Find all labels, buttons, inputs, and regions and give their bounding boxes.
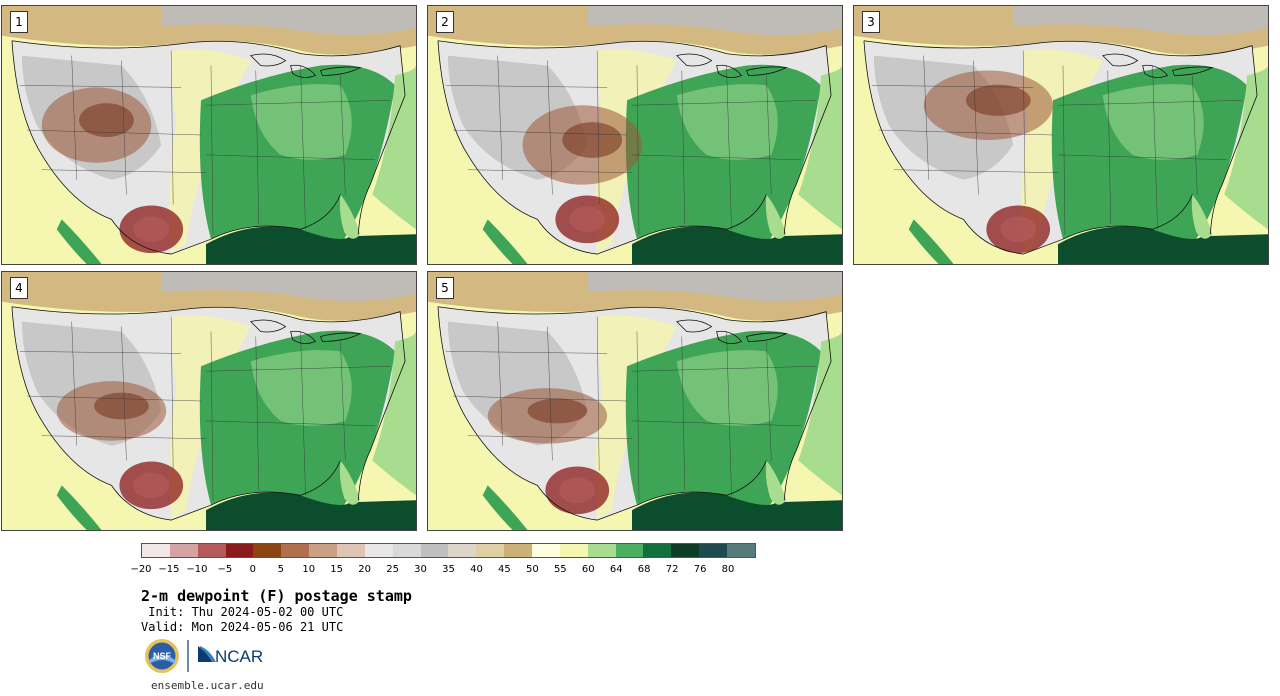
colorbar-tick-1: −15	[158, 564, 180, 575]
stamp-panel-5[interactable]: 5	[427, 271, 843, 531]
colorbar-swatch-0	[142, 544, 170, 557]
colorbar-tick-9: 25	[386, 564, 399, 575]
colorbar-swatch-21	[727, 544, 755, 557]
colorbar-swatch-19	[671, 544, 700, 557]
sponsor-logos: NSF NCAR	[145, 639, 263, 673]
colorbar-swatch-3	[225, 544, 254, 557]
colorbar-swatch-6	[309, 544, 338, 557]
colorbar-tick-2: −10	[186, 564, 208, 575]
colorbar-tick-10: 30	[414, 564, 427, 575]
colorbar-tick-18: 68	[637, 564, 651, 575]
colorbar-swatch-12	[476, 544, 505, 557]
stamp-map-1	[2, 6, 416, 264]
stamp-number-2: 2	[436, 11, 454, 33]
colorbar-swatch-1	[169, 544, 198, 557]
colorbar-swatch-9	[392, 544, 421, 557]
colorbar-swatch-5	[281, 544, 310, 557]
stamp-map-4	[2, 272, 416, 530]
colorbar-tick-12: 40	[470, 564, 483, 575]
stamp-map-3	[854, 6, 1268, 264]
nsf-logo: NSF	[145, 639, 179, 673]
site-url: ensemble.ucar.edu	[151, 679, 264, 692]
colorbar-tick-5: 5	[277, 564, 284, 575]
colorbar-swatch-16	[587, 544, 616, 557]
colorbar-tick-3: −5	[217, 564, 233, 575]
colorbar-tick-20: 76	[693, 564, 707, 575]
colorbar-swatch-15	[559, 544, 588, 557]
ncar-logo-text: NCAR	[215, 647, 263, 666]
colorbar-tick-16: 60	[581, 564, 595, 575]
stamp-panel-2[interactable]: 2	[427, 5, 843, 265]
colorbar-tick-19: 72	[665, 564, 679, 575]
colorbar-swatch-13	[504, 544, 533, 557]
stamp-panel-3[interactable]: 3	[853, 5, 1269, 265]
colorbar-tick-14: 50	[525, 564, 539, 575]
ncar-logo: NCAR	[198, 646, 263, 666]
stamp-number-3: 3	[862, 11, 880, 33]
stamp-panel-4[interactable]: 4	[1, 271, 417, 531]
colorbar-swatch-8	[364, 544, 393, 557]
stamp-map-5	[428, 272, 842, 530]
stamp-number-5: 5	[436, 277, 454, 299]
stamp-map-2	[428, 6, 842, 264]
colorbar-swatch-14	[532, 544, 560, 557]
colorbar-swatch-18	[643, 544, 672, 557]
colorbar-tick-labels: −20 −15 −10 −5 0 5 10 15 20 25 30 35 40 45 50 55 60 64 68 7…	[0, 564, 1280, 578]
colorbar-tick-0: −20	[130, 564, 152, 575]
nsf-logo-text: NSF	[153, 651, 172, 661]
colorbar-tick-21: 80	[721, 564, 735, 575]
stamp-number-1: 1	[10, 11, 28, 33]
colorbar-swatch-7	[337, 544, 365, 557]
init-time: Init: Thu 2024-05-02 00 UTC	[141, 605, 344, 619]
colorbar-swatch-2	[197, 544, 226, 557]
colorbar-tick-7: 15	[330, 564, 344, 575]
colorbar-tick-15: 55	[553, 564, 567, 575]
colorbar-swatch-4	[253, 544, 282, 557]
colorbar-tick-11: 35	[442, 564, 455, 575]
colorbar-tick-4: 0	[249, 564, 256, 575]
dewpoint-colorbar	[141, 543, 756, 558]
colorbar-swatch-11	[448, 544, 477, 557]
stamp-number-4: 4	[10, 277, 28, 299]
colorbar-swatch-20	[699, 544, 728, 557]
colorbar-tick-17: 64	[609, 564, 623, 575]
colorbar-tick-8: 20	[358, 564, 371, 575]
colorbar-swatch-10	[420, 544, 449, 557]
colorbar-tick-13: 45	[498, 564, 511, 575]
page-title: 2-m dewpoint (F) postage stamp	[141, 587, 412, 605]
valid-time: Valid: Mon 2024-05-06 21 UTC	[141, 620, 344, 634]
colorbar-tick-6: 10	[302, 564, 316, 575]
stamp-panel-1[interactable]: 1	[1, 5, 417, 265]
colorbar-swatch-17	[615, 544, 644, 557]
